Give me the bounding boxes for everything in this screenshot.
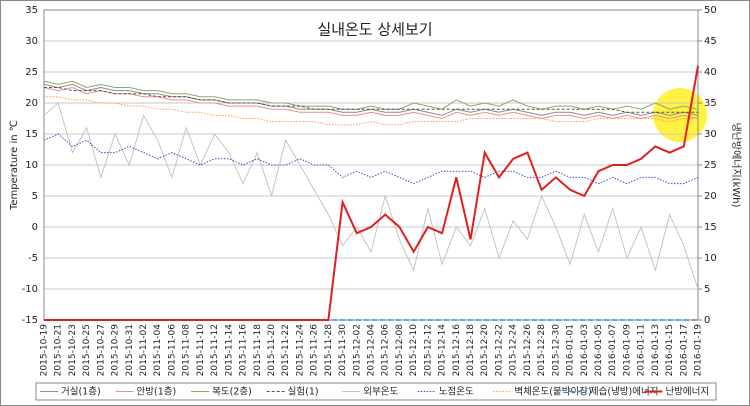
y-tick-label: 20 [25, 98, 38, 109]
legend-label: 제습(냉방)에너지 [590, 387, 659, 398]
x-tick-label: 2015-12-28 [537, 324, 547, 377]
x-tick-label: 2015-10-21 [54, 324, 64, 376]
x-tick-label: 2016-01-13 [651, 324, 661, 376]
series-line [43, 80, 699, 110]
legend-label: 복도(2층) [212, 387, 252, 398]
x-tick-label: 2015-11-16 [239, 324, 249, 377]
x-tick-label: 2015-12-22 [494, 324, 504, 376]
x-tick-label: 2015-12-20 [480, 324, 490, 377]
y2-tick-label: 30 [704, 129, 717, 140]
x-tick-label: 2015-10-25 [82, 324, 92, 376]
x-tick-label: 2016-01-17 [679, 324, 689, 376]
y-tick-label: 30 [25, 36, 38, 47]
x-tick-label: 2015-11-12 [210, 324, 220, 376]
y-tick-label: 15 [25, 129, 38, 140]
y-tick-label: -5 [28, 253, 38, 264]
x-tick-label: 2015-12-10 [409, 324, 419, 377]
y-axis-label: Temperature in ℃ [9, 120, 20, 211]
x-tick-label: 2015-12-06 [381, 324, 391, 377]
y2-tick-label: 45 [704, 36, 717, 47]
series-line [44, 87, 698, 113]
x-tick-label: 2015-11-02 [139, 324, 149, 376]
x-tick-label: 2016-01-01 [566, 324, 576, 376]
y2-tick-label: 50 [704, 5, 717, 16]
y2-tick-label: 15 [704, 222, 717, 233]
y-tick-label: -15 [22, 315, 38, 326]
series-line [43, 83, 699, 116]
legend-box [35, 382, 717, 401]
y-tick-label: 0 [32, 222, 38, 233]
x-tick-label: 2016-01-19 [694, 324, 704, 377]
x-tick-label: 2015-11-24 [295, 324, 305, 377]
y2-tick-label: 5 [704, 284, 710, 295]
x-tick-label: 2015-10-19 [40, 324, 50, 377]
x-tick-label: 2015-12-18 [466, 324, 476, 377]
x-tick-label: 2015-11-06 [167, 324, 177, 377]
x-tick-label: 2015-12-30 [551, 324, 561, 377]
x-tick-label: 2015-10-27 [96, 324, 106, 376]
y-tick-label: 10 [25, 160, 38, 171]
y-tick-label: 25 [25, 67, 38, 78]
y-tick-label: 5 [32, 191, 38, 202]
x-tick-label: 2015-11-20 [267, 324, 277, 377]
x-tick-label: 2015-11-08 [182, 324, 192, 377]
y2-tick-label: 0 [704, 315, 710, 326]
chart-title: 실내온도 상세보기 [317, 21, 432, 39]
legend-label: 난방에너지 [665, 387, 709, 398]
legend-label: 실험(1) [288, 387, 319, 398]
x-tick-label: 2015-11-18 [253, 324, 263, 377]
y2-tick-label: 40 [704, 67, 717, 78]
x-tick-label: 2015-10-29 [111, 324, 121, 377]
series-line [44, 65, 699, 321]
x-tick-label: 2015-12-14 [438, 324, 448, 377]
x-tick-label: 2016-01-03 [580, 324, 590, 376]
x-tick-label: 2015-11-10 [196, 324, 206, 377]
x-tick-label: 2015-12-24 [509, 324, 519, 377]
x-tick-label: 2015-11-04 [153, 324, 163, 377]
x-tick-label: 2015-12-08 [395, 324, 405, 377]
legend-label: 안방(1층) [137, 387, 177, 398]
x-tick-label: 2016-01-11 [637, 324, 647, 376]
y2-tick-label: 35 [704, 98, 717, 109]
series-line [43, 86, 699, 120]
highlight [653, 88, 707, 142]
y2-tick-label: 25 [704, 160, 717, 171]
y2-tick-label: 10 [704, 253, 717, 264]
y-tick-label: -10 [22, 284, 38, 295]
legend-label: 거실(1층) [61, 387, 101, 398]
series-line [43, 102, 699, 290]
legend-label: 벽체온도(붙박이장) [514, 387, 591, 398]
legend-label: 노점온도 [439, 386, 474, 398]
x-tick-label: 2015-12-02 [352, 324, 362, 376]
y2-axis-label: 냉난방에너지(kWh) [730, 122, 742, 207]
x-tick-label: 2015-12-16 [452, 324, 462, 377]
y-tick-label: 35 [25, 5, 38, 16]
x-tick-label: 2015-12-04 [367, 324, 377, 377]
x-tick-label: 2015-10-31 [125, 324, 135, 376]
x-tick-label: 2016-01-09 [622, 324, 632, 377]
x-tick-label: 2016-01-05 [594, 324, 604, 376]
x-tick-label: 2015-11-14 [224, 324, 234, 377]
x-tick-label: 2015-12-12 [423, 324, 433, 376]
x-tick-label: 2015-11-30 [338, 324, 348, 377]
plot-area [43, 9, 699, 321]
x-tick-label: 2015-12-26 [523, 324, 533, 377]
legend-label: 외부온도 [363, 386, 398, 398]
series-line [43, 133, 699, 185]
series-line [44, 96, 698, 126]
x-tick-label: 2015-10-23 [68, 324, 78, 376]
x-tick-label: 2016-01-15 [665, 324, 675, 376]
y2-tick-label: 20 [704, 191, 717, 202]
x-tick-label: 2015-11-28 [324, 324, 334, 377]
x-tick-label: 2016-01-07 [608, 324, 618, 376]
x-tick-label: 2015-11-26 [310, 324, 320, 377]
x-tick-label: 2015-11-22 [281, 324, 291, 376]
